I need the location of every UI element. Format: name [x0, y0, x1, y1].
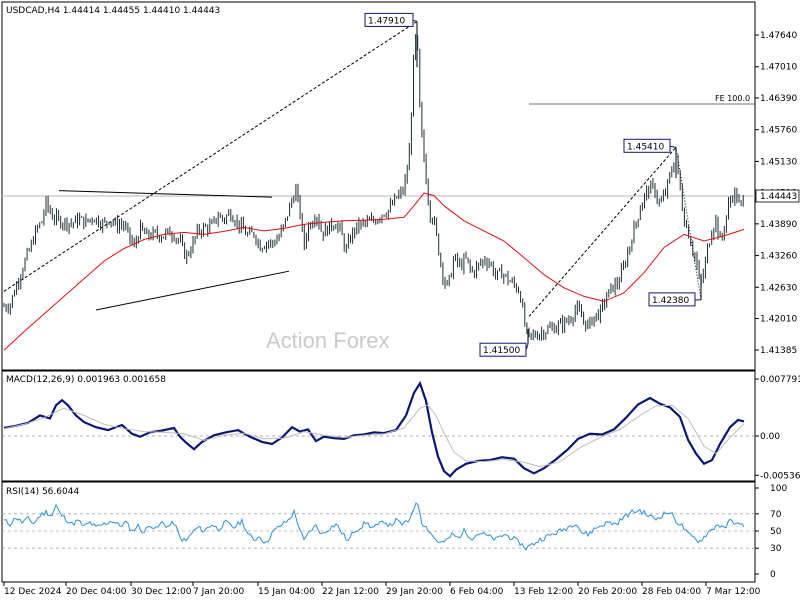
- price-tick-label: 1.46390: [760, 94, 797, 104]
- macd-tick-label: 0.007791: [760, 375, 800, 385]
- time-tick-label: 12 Dec 2024: [4, 587, 62, 597]
- trendline-solid: [95, 270, 290, 311]
- time-tick-label: 15 Jan 04:00: [258, 587, 315, 597]
- macd-tick-label: 0.00: [760, 432, 780, 442]
- price-tick-label: 1.43260: [760, 252, 797, 262]
- rsi-title: RSI(14) 56.6044: [6, 487, 79, 497]
- price-tick-label: 1.47640: [760, 31, 797, 41]
- current-price-label: 1.44443: [760, 192, 797, 202]
- price-tick-label: 1.42630: [760, 283, 797, 293]
- trendline-dashed: [528, 146, 677, 317]
- price-callout-box: [364, 12, 414, 27]
- time-tick-label: 13 Feb 12:00: [514, 587, 573, 597]
- macd-tick-label: -0.005367: [760, 471, 800, 481]
- rsi-tick-label: 50: [770, 527, 782, 537]
- rsi-tick-label: 0: [770, 570, 776, 580]
- time-tick-label: 20 Feb 20:00: [578, 587, 637, 597]
- time-tick-label: 20 Dec 04:00: [66, 587, 127, 597]
- price-callout-leader: [525, 344, 529, 351]
- rsi-tick-label: 30: [770, 544, 782, 554]
- fe-100-label: FE 100.0: [715, 94, 750, 103]
- macd-panel-frame: [1, 370, 756, 482]
- price-tick-label: 1.41385: [760, 346, 797, 356]
- price-tick-label: 1.43890: [760, 220, 797, 230]
- time-tick-label: 7 Jan 20:00: [193, 587, 245, 597]
- price-tick-label: 1.45760: [760, 126, 797, 136]
- price-callout-leader: [669, 145, 677, 148]
- time-tick-label: 28 Feb 04:00: [642, 587, 701, 597]
- current-price-box: [755, 189, 800, 203]
- macd-signal-line: [3, 404, 745, 468]
- main-panel-frame: [1, 1, 756, 371]
- watermark: Action Forex: [266, 328, 390, 353]
- time-tick-label: 7 Mar 12:00: [706, 587, 761, 597]
- macd-panel: [2, 380, 755, 478]
- price-callout-label: 1.45410: [627, 142, 664, 152]
- macd-title: MACD(12,26,9) 0.001963 0.001658: [6, 375, 166, 385]
- price-callout-label: 1.42380: [652, 296, 689, 306]
- rsi-panel: [2, 502, 755, 551]
- price-tick-label: 1.47010: [760, 63, 797, 73]
- price-callout-label: 1.47910: [368, 16, 405, 26]
- price-tick-label: 1.45130: [760, 157, 797, 167]
- price-callout-leader: [412, 19, 418, 22]
- time-tick-label: 22 Jan 12:00: [322, 587, 379, 597]
- price-callout-label: 1.41500: [483, 346, 520, 356]
- rsi-tick-label: 100: [770, 484, 787, 494]
- chart-title: USDCAD,H4 1.44414 1.44455 1.44410 1.4444…: [6, 6, 220, 16]
- time-tick-label: 6 Feb 04:00: [450, 587, 504, 597]
- trendline-dashed: [3, 20, 418, 292]
- candles: [3, 21, 744, 345]
- rsi-line: [3, 502, 745, 551]
- price-panel: Action Forex: [2, 12, 755, 357]
- moving-average-line: [3, 192, 745, 351]
- trendline-solid: [58, 190, 273, 198]
- time-tick-label: 29 Jan 20:00: [386, 587, 443, 597]
- price-callout-box: [623, 138, 671, 153]
- macd-line: [3, 380, 745, 478]
- time-tick-label: 30 Dec 12:00: [131, 587, 192, 597]
- price-tick-label: 1.42010: [760, 315, 797, 325]
- rsi-panel-frame: [1, 481, 756, 583]
- rsi-tick-label: 70: [770, 510, 782, 520]
